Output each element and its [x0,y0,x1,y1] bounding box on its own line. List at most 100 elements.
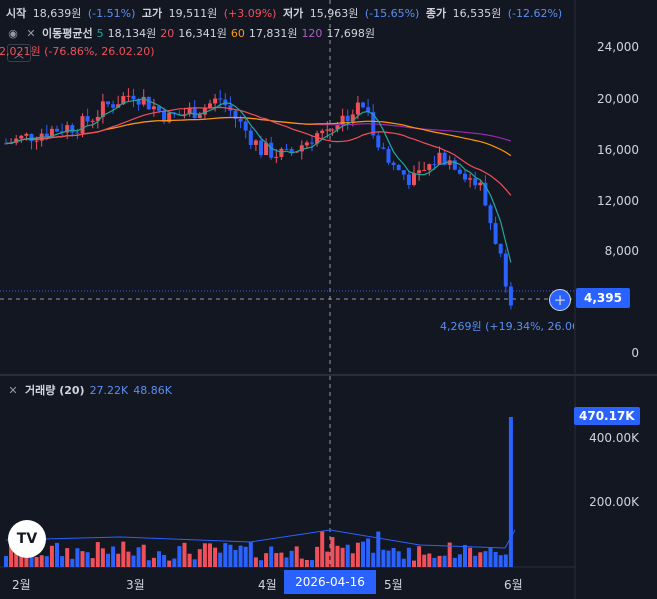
volume-bar [294,546,299,567]
volume-bar [208,543,212,567]
candle-body [457,169,462,174]
volume-bar [330,537,335,567]
current-volume-badge: 470.17K [574,407,640,425]
volume-bar [44,556,49,567]
volume-bar [65,548,70,567]
candle-body [55,128,59,132]
candle-body [361,102,365,108]
volume-bar [80,551,85,567]
volume-bar [325,551,330,567]
volume-bar [24,551,29,567]
plus-circle-icon[interactable]: + [549,289,571,311]
volume-bar [172,558,177,567]
price-tick: 16,000 [597,143,639,157]
candle-body [350,114,355,122]
candle-body [320,130,325,134]
volume-bar [437,555,442,567]
volume-bar [483,551,488,567]
candle-body [335,125,340,130]
candle-body [478,182,483,186]
volume-bar [442,555,447,567]
volume-bar [463,544,467,567]
candle-body [182,114,187,116]
candle-body [90,120,95,122]
volume-tick: 200.00K [589,495,639,509]
ma-label: 이동평균선 [42,27,93,40]
candle-body [264,142,269,156]
candle-body [401,170,406,175]
volume-bar [488,547,493,567]
ma60-value: 17,831원 [248,27,298,40]
volume-bar [503,554,508,567]
candle-body [355,102,360,115]
candle-body [243,121,248,131]
candle-body [310,142,314,144]
close-icon[interactable]: ✕ [26,26,36,40]
candle-body [233,110,238,119]
ma5-line [5,97,512,263]
ohlc-legend: 시작 18,639원 (-1.51%) 고가 19,511원 (+3.09%) … [6,5,565,21]
candle-body [162,110,167,123]
volume-bar [401,558,406,567]
ma5-period: 5 [96,26,104,40]
candle-body [269,142,274,158]
volume-bar [218,552,223,567]
volume-bar [9,543,14,567]
volume-bar [289,550,294,567]
eye-icon[interactable]: ◉ [8,26,18,40]
ma-legend: ◉ ✕ 이동평균선 5 18,134원 20 16,341원 60 17,831… [6,25,375,41]
volume-bar [468,547,473,567]
candle-body [19,135,24,139]
candle-body [34,140,39,142]
volume-bar [320,531,325,567]
volume-bar [406,547,411,567]
tradingview-logo[interactable]: TV [8,520,46,558]
volume-bar [223,543,228,567]
candle-body [432,164,437,166]
volume-bar [167,560,172,567]
ma20-value: 16,341원 [178,27,227,40]
volume-bar [340,547,345,567]
volume-bar [182,542,187,567]
candle-body [197,114,202,119]
volume-bar [187,553,192,567]
volume-bar [432,557,437,567]
volume-bar [121,541,126,567]
volume-bar [177,546,182,567]
candle-body [315,133,320,144]
volume-bar [345,544,350,567]
candle-body [447,160,452,165]
volume-bar [4,555,8,567]
candle-body [304,142,309,146]
candle-body [146,96,151,110]
volume-bar [248,541,253,567]
volume-bar [192,559,197,567]
candle-body [422,170,427,172]
chevron-up-icon[interactable]: ︿ [7,44,31,62]
low-value: 15,963원 [309,7,359,20]
month-label: 4월 [258,578,277,592]
close-value: 16,535원 [452,7,502,20]
volume-bar [310,560,314,567]
candle-body [29,133,34,142]
high-value: 19,511원 [168,7,218,20]
high-marker: 22,021원 (-76.86%, 26.02.20) [0,43,190,59]
candle-body [259,140,263,156]
volume-bar [447,542,452,567]
volume-label: 거래량 (20) [25,384,85,397]
candle-body [202,107,207,115]
candle-body [381,147,386,149]
volume-bar [427,553,432,567]
volume-bar [452,557,457,567]
candle-body [106,101,110,105]
volume-bar [106,553,110,567]
close-icon[interactable]: ✕ [8,383,18,397]
low-label: 저가 [282,7,304,20]
volume-bar [60,556,65,567]
volume-bar [111,546,116,567]
volume-bar [90,558,95,567]
candle-body [192,108,197,119]
ma5-value: 18,134원 [107,27,157,40]
low-marker: 4,269원 (+19.34%, 26.06. [440,320,574,333]
